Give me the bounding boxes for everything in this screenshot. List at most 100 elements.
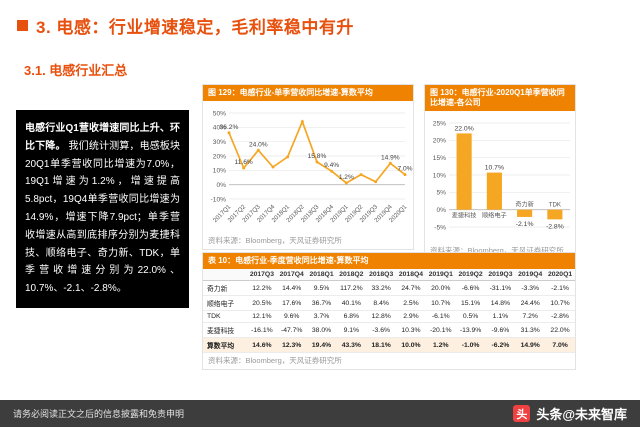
table-body: 奇力新 12.2% 14.4% 9.5% 117.2% 33.2% 24.7% 20.0% -6… [203,280,575,353]
column-header: 2020Q1 [545,269,575,281]
table-cell: 12.3% [276,337,307,353]
table-cell: 1.1% [485,310,516,323]
column-header: 2018Q2 [336,269,367,281]
row-header: 算数平均 [203,337,247,353]
svg-text:15.8%: 15.8% [308,153,327,160]
column-header: 2018Q1 [306,269,337,281]
svg-text:24.0%: 24.0% [249,141,268,148]
line-chart: -10%0%10%20%30%40%50%2017Q12017Q22017Q32… [211,110,413,224]
footer-brand-text: 头条@未来智库 [536,407,627,422]
table-cell: 40.1% [336,295,367,311]
table-cell: 1.2% [425,337,456,353]
table-cell: -47.7% [276,322,307,338]
footer-disclaimer: 请务必阅读正文之后的信息披露和免责申明 [13,409,185,419]
svg-text:TDK: TDK [549,202,562,209]
quarterly-table: 2017Q3 2017Q4 2018Q1 2018Q2 2018Q3 2018Q4 2019… [203,269,575,353]
svg-text:-2.1%: -2.1% [516,221,534,228]
svg-text:30%: 30% [213,139,226,146]
table-cell: -3.3% [515,280,546,296]
table-cell: -3.6% [366,322,397,338]
table-cell: 10.7% [425,295,456,311]
svg-text:-10%: -10% [211,196,227,203]
column-header: 2019Q4 [515,269,546,281]
table-cell: 10.0% [396,337,426,353]
table-cell: 3.7% [306,310,337,323]
table-row: 算数平均 14.6% 12.3% 19.4% 43.3% 18.1% 10.0% 1.2% -1… [203,337,575,353]
table-cell: 9.1% [336,322,367,338]
svg-text:-5%: -5% [434,224,446,231]
row-header: 麦捷科技 [203,322,247,338]
table-cell: 117.2% [336,280,367,296]
figure-130-source: 资料来源：Bloomberg，天风证券研究所 [430,246,564,255]
column-header: 2019Q1 [425,269,456,281]
table-cell: 22.0% [545,322,575,338]
table-cell: 12.2% [247,280,277,296]
subsection-title: 3.1. 电感行业汇总 [24,63,128,78]
table-cell: -6.1% [425,310,456,323]
toutiao-icon: 头 [513,405,531,422]
svg-text:20%: 20% [213,153,226,160]
svg-text:25%: 25% [433,120,446,127]
table-cell: 9.5% [306,280,337,296]
column-header: 2017Q4 [276,269,307,281]
svg-text:麦捷科技: 麦捷科技 [452,212,477,220]
row-header: TDK [203,310,247,323]
table-cell: -2.8% [545,310,575,323]
table-cell: 20.0% [425,280,456,296]
figure-129-title: 图 129：电感行业-单季营收同比增速-算数平均 [203,85,413,101]
table-cell: 31.3% [515,322,546,338]
footer-bar: 请务必阅读正文之后的信息披露和免责申明 头 头条@未来智库 [0,400,640,427]
section-title: 3. 电感：行业增速稳定，毛利率稳中有升 [36,18,354,37]
table-cell: -31.1% [485,280,516,296]
table-cell: -1.0% [455,337,486,353]
column-header: 2018Q3 [366,269,397,281]
table-cell: 9.6% [276,310,307,323]
table-cell: 2.5% [396,295,426,311]
table-cell: 8.4% [366,295,397,311]
svg-text:40%: 40% [213,125,226,132]
table-row: 奇力新 12.2% 14.4% 9.5% 117.2% 33.2% 24.7% 20.0% -6… [203,280,575,296]
table-cell: 33.2% [366,280,397,296]
svg-text:0%: 0% [216,182,226,189]
table-cell: 20.5% [247,295,277,311]
row-header: 奇力新 [203,280,247,296]
figure-130-title: 图 130：电感行业-2020Q1单季营收同比增速-各公司 [425,85,575,111]
table-cell: -6.2% [485,337,516,353]
table-cell: 10.7% [545,295,575,311]
table-cell: 6.8% [336,310,367,323]
table-cell: 38.0% [306,322,337,338]
svg-text:36.2%: 36.2% [220,124,239,131]
svg-text:10%: 10% [433,172,446,179]
svg-text:14.9%: 14.9% [381,154,400,161]
table-cell: 0.5% [455,310,486,323]
table-cell: -6.6% [455,280,486,296]
svg-text:1.2%: 1.2% [339,174,354,181]
table-cell: 24.4% [515,295,546,311]
svg-text:10%: 10% [213,168,226,175]
table-header-row: 2017Q3 2017Q4 2018Q1 2018Q2 2018Q3 2018Q4 2019… [203,269,575,281]
svg-text:9.4%: 9.4% [324,162,339,169]
figure-129-source: 资料来源：Bloomberg，天风证券研究所 [208,236,342,245]
table-cell: 14.9% [515,337,546,353]
table-cell: 12.8% [366,310,397,323]
table-cell: -2.1% [545,280,575,296]
corner-cell [203,269,247,281]
table-cell: -9.6% [485,322,516,338]
table-10-title: 表 10：电感行业-季度营收同比增速-算数平均 [203,253,575,269]
table-cell: 14.4% [276,280,307,296]
commentary-body: 我们统计测算，电感板块20Q1单季营收同比增速为7.0%，19Q1增速为1.2%… [25,140,181,295]
commentary-lead: 电感行业Q1营收增速同比上升、环比下降。 [25,123,180,152]
figure-130: 图 130：电感行业-2020Q1单季营收同比增速-各公司 -5% 0% 5% 10%… [424,84,576,260]
table-cell: -13.9% [455,322,486,338]
svg-text:10.7%: 10.7% [485,165,504,172]
table-cell: 15.1% [455,295,486,311]
table-cell: 18.1% [366,337,397,353]
column-header: 2019Q2 [455,269,486,281]
section-title-row: 3. 电感：行业增速稳定，毛利率稳中有升 [17,13,354,38]
table-cell: 2.9% [396,310,426,323]
table-cell: 14.6% [247,337,277,353]
table-cell: 14.8% [485,295,516,311]
table-cell: 12.1% [247,310,277,323]
svg-text:奇力新: 奇力新 [515,201,534,209]
figure-129: 图 129：电感行业-单季营收同比增速-算数平均 -10% 0% 10% 20% 30%… [202,84,414,250]
